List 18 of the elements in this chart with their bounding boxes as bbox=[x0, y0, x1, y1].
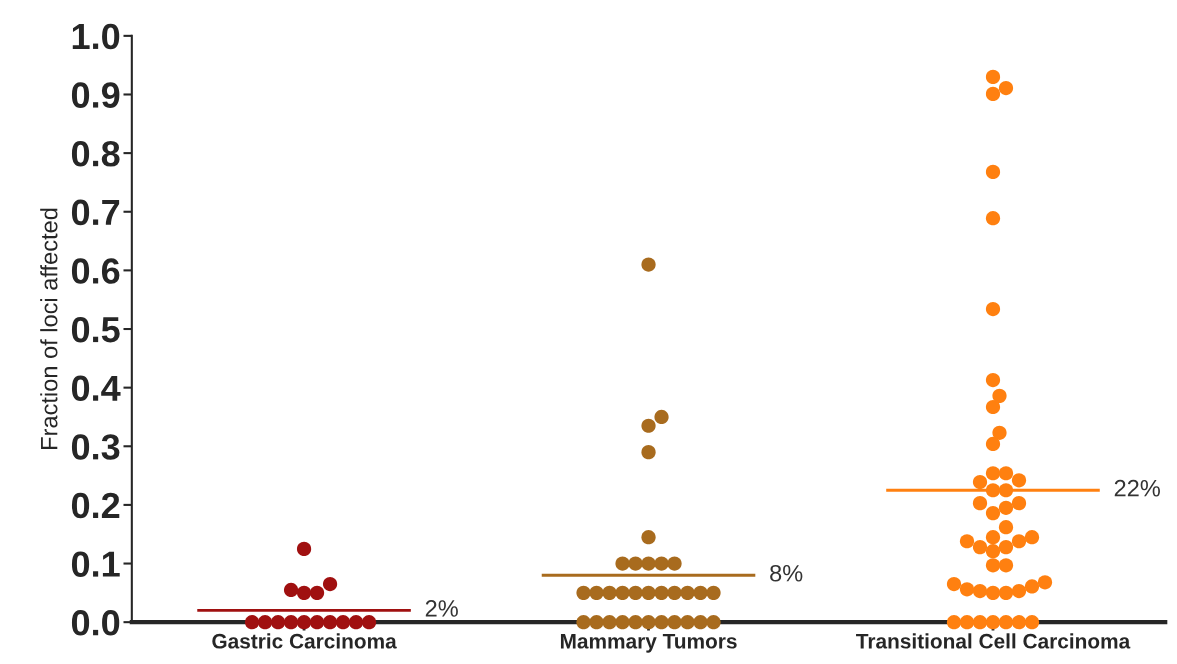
x-tick-label: Gastric Carcinoma bbox=[212, 633, 397, 649]
text: 0.0 bbox=[71, 610, 120, 636]
ref-line-label: 8% bbox=[770, 564, 803, 582]
y-tick-label: 0.8 bbox=[71, 140, 120, 167]
x-tick-label: Mammary Tumors bbox=[560, 634, 737, 653]
y-tick-label: 0.4 bbox=[71, 375, 121, 402]
y-axis-title: Fraction of loci affected bbox=[40, 208, 58, 449]
y-tick-label: 0.6 bbox=[71, 258, 120, 284]
ref-line-label: 2% bbox=[425, 600, 458, 617]
y-tick-label: 0.7 bbox=[71, 199, 120, 226]
x-tick-label: Transitional Cell Carcinoma bbox=[856, 633, 1131, 649]
y-tick-label: 0.5 bbox=[71, 316, 120, 343]
text: 1.0 bbox=[72, 23, 120, 50]
y-tick-label: 0.1 bbox=[71, 551, 120, 577]
y-tick-label: 0.9 bbox=[71, 82, 120, 108]
ref-line-label: 22% bbox=[1114, 479, 1160, 497]
y-tick-label: 0.3 bbox=[71, 434, 120, 460]
y-tick-label: 0.2 bbox=[71, 492, 120, 519]
